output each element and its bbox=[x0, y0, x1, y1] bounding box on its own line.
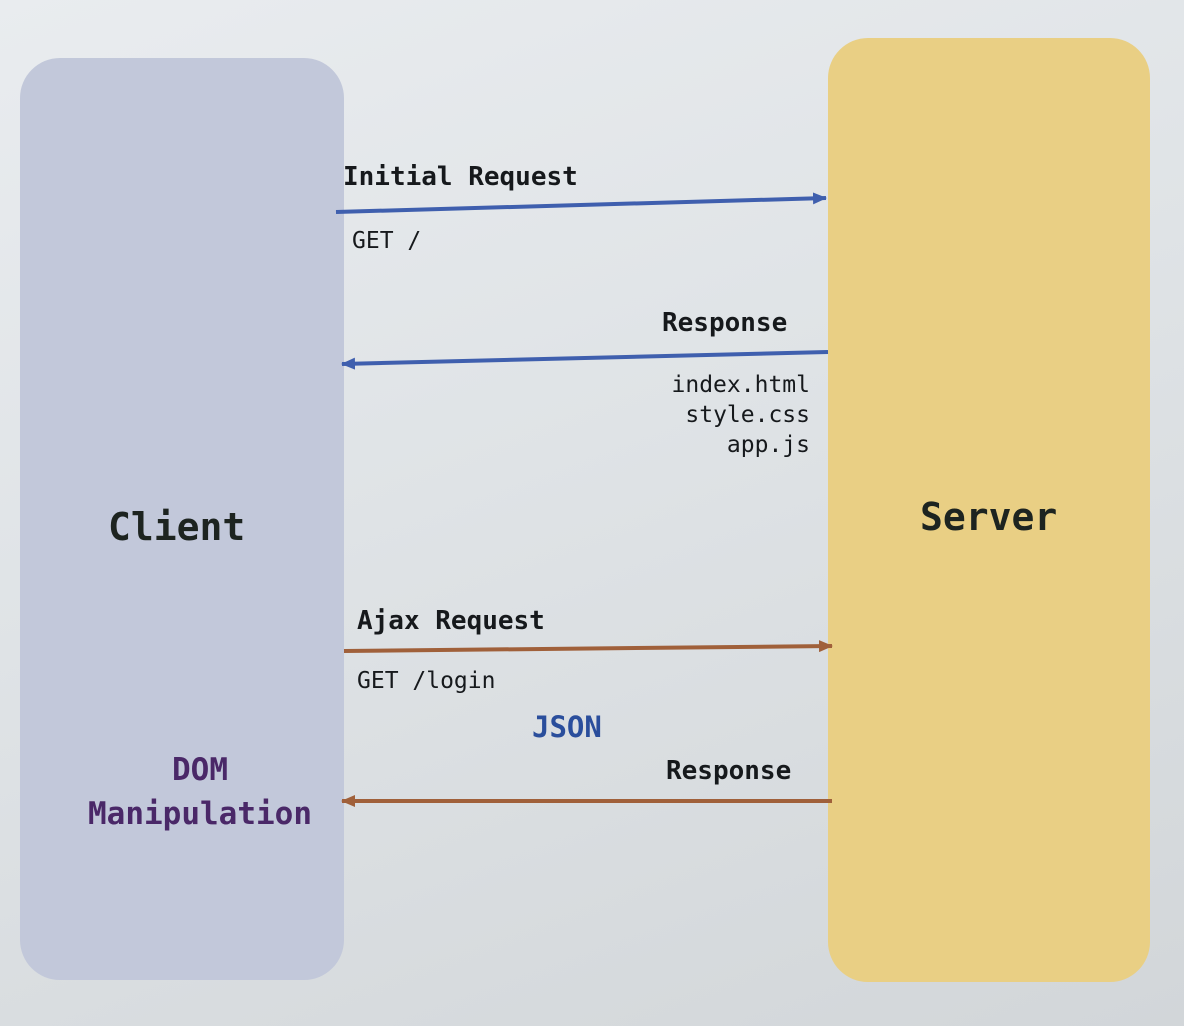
response-file: app.js bbox=[726, 432, 810, 458]
ajax-request-detail: GET /login bbox=[357, 668, 496, 694]
dom-label-line2: Manipulation bbox=[88, 796, 312, 832]
initial-request-arrow bbox=[335, 192, 827, 214]
response-1-label: Response bbox=[662, 308, 788, 338]
server-lane bbox=[828, 38, 1150, 982]
initial-request-label: Initial Request bbox=[343, 162, 578, 192]
ajax-request-arrow bbox=[343, 640, 833, 653]
response-1-arrow bbox=[341, 350, 829, 370]
client-lane bbox=[20, 58, 344, 980]
initial-request-detail: GET / bbox=[352, 228, 422, 254]
response-2-label: Response bbox=[666, 756, 792, 786]
response-file: index.html bbox=[671, 372, 810, 398]
ajax-request-label: Ajax Request bbox=[357, 606, 545, 636]
dom-manipulation-label: DOM Manipulation bbox=[60, 748, 340, 836]
server-label: Server bbox=[920, 495, 1058, 539]
dom-label-line1: DOM bbox=[172, 752, 228, 788]
json-label: JSON bbox=[532, 710, 602, 744]
response-1-files: index.html style.css app.js bbox=[600, 370, 810, 460]
client-label: Client bbox=[108, 505, 246, 549]
response-file: style.css bbox=[685, 402, 810, 428]
